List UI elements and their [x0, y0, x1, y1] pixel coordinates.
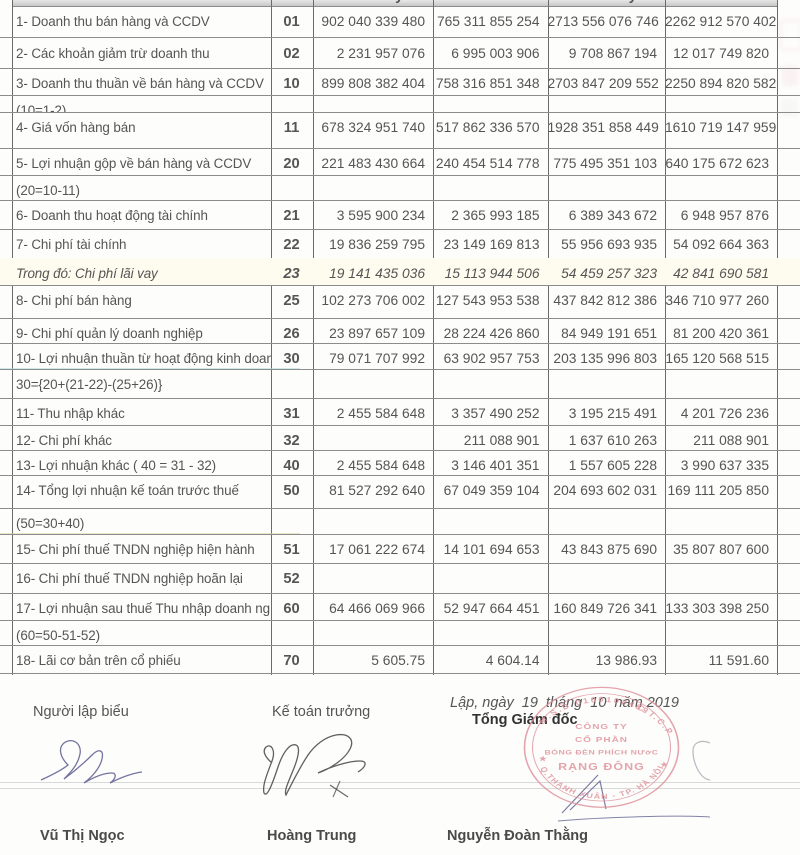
svg-text:CÔNG TY: CÔNG TY — [575, 721, 627, 731]
svg-text:BÓNG ĐÈN PHÍCH NƯớC: BÓNG ĐÈN PHÍCH NƯớC — [544, 749, 658, 757]
svg-text:M.S.D 0100108469: M.S.D 0100108469 — [536, 695, 652, 726]
svg-text:RẠNG ĐÔNG: RẠNG ĐÔNG — [558, 762, 645, 773]
svg-text:CỔ PHẦN: CỔ PHẦN — [574, 734, 627, 744]
